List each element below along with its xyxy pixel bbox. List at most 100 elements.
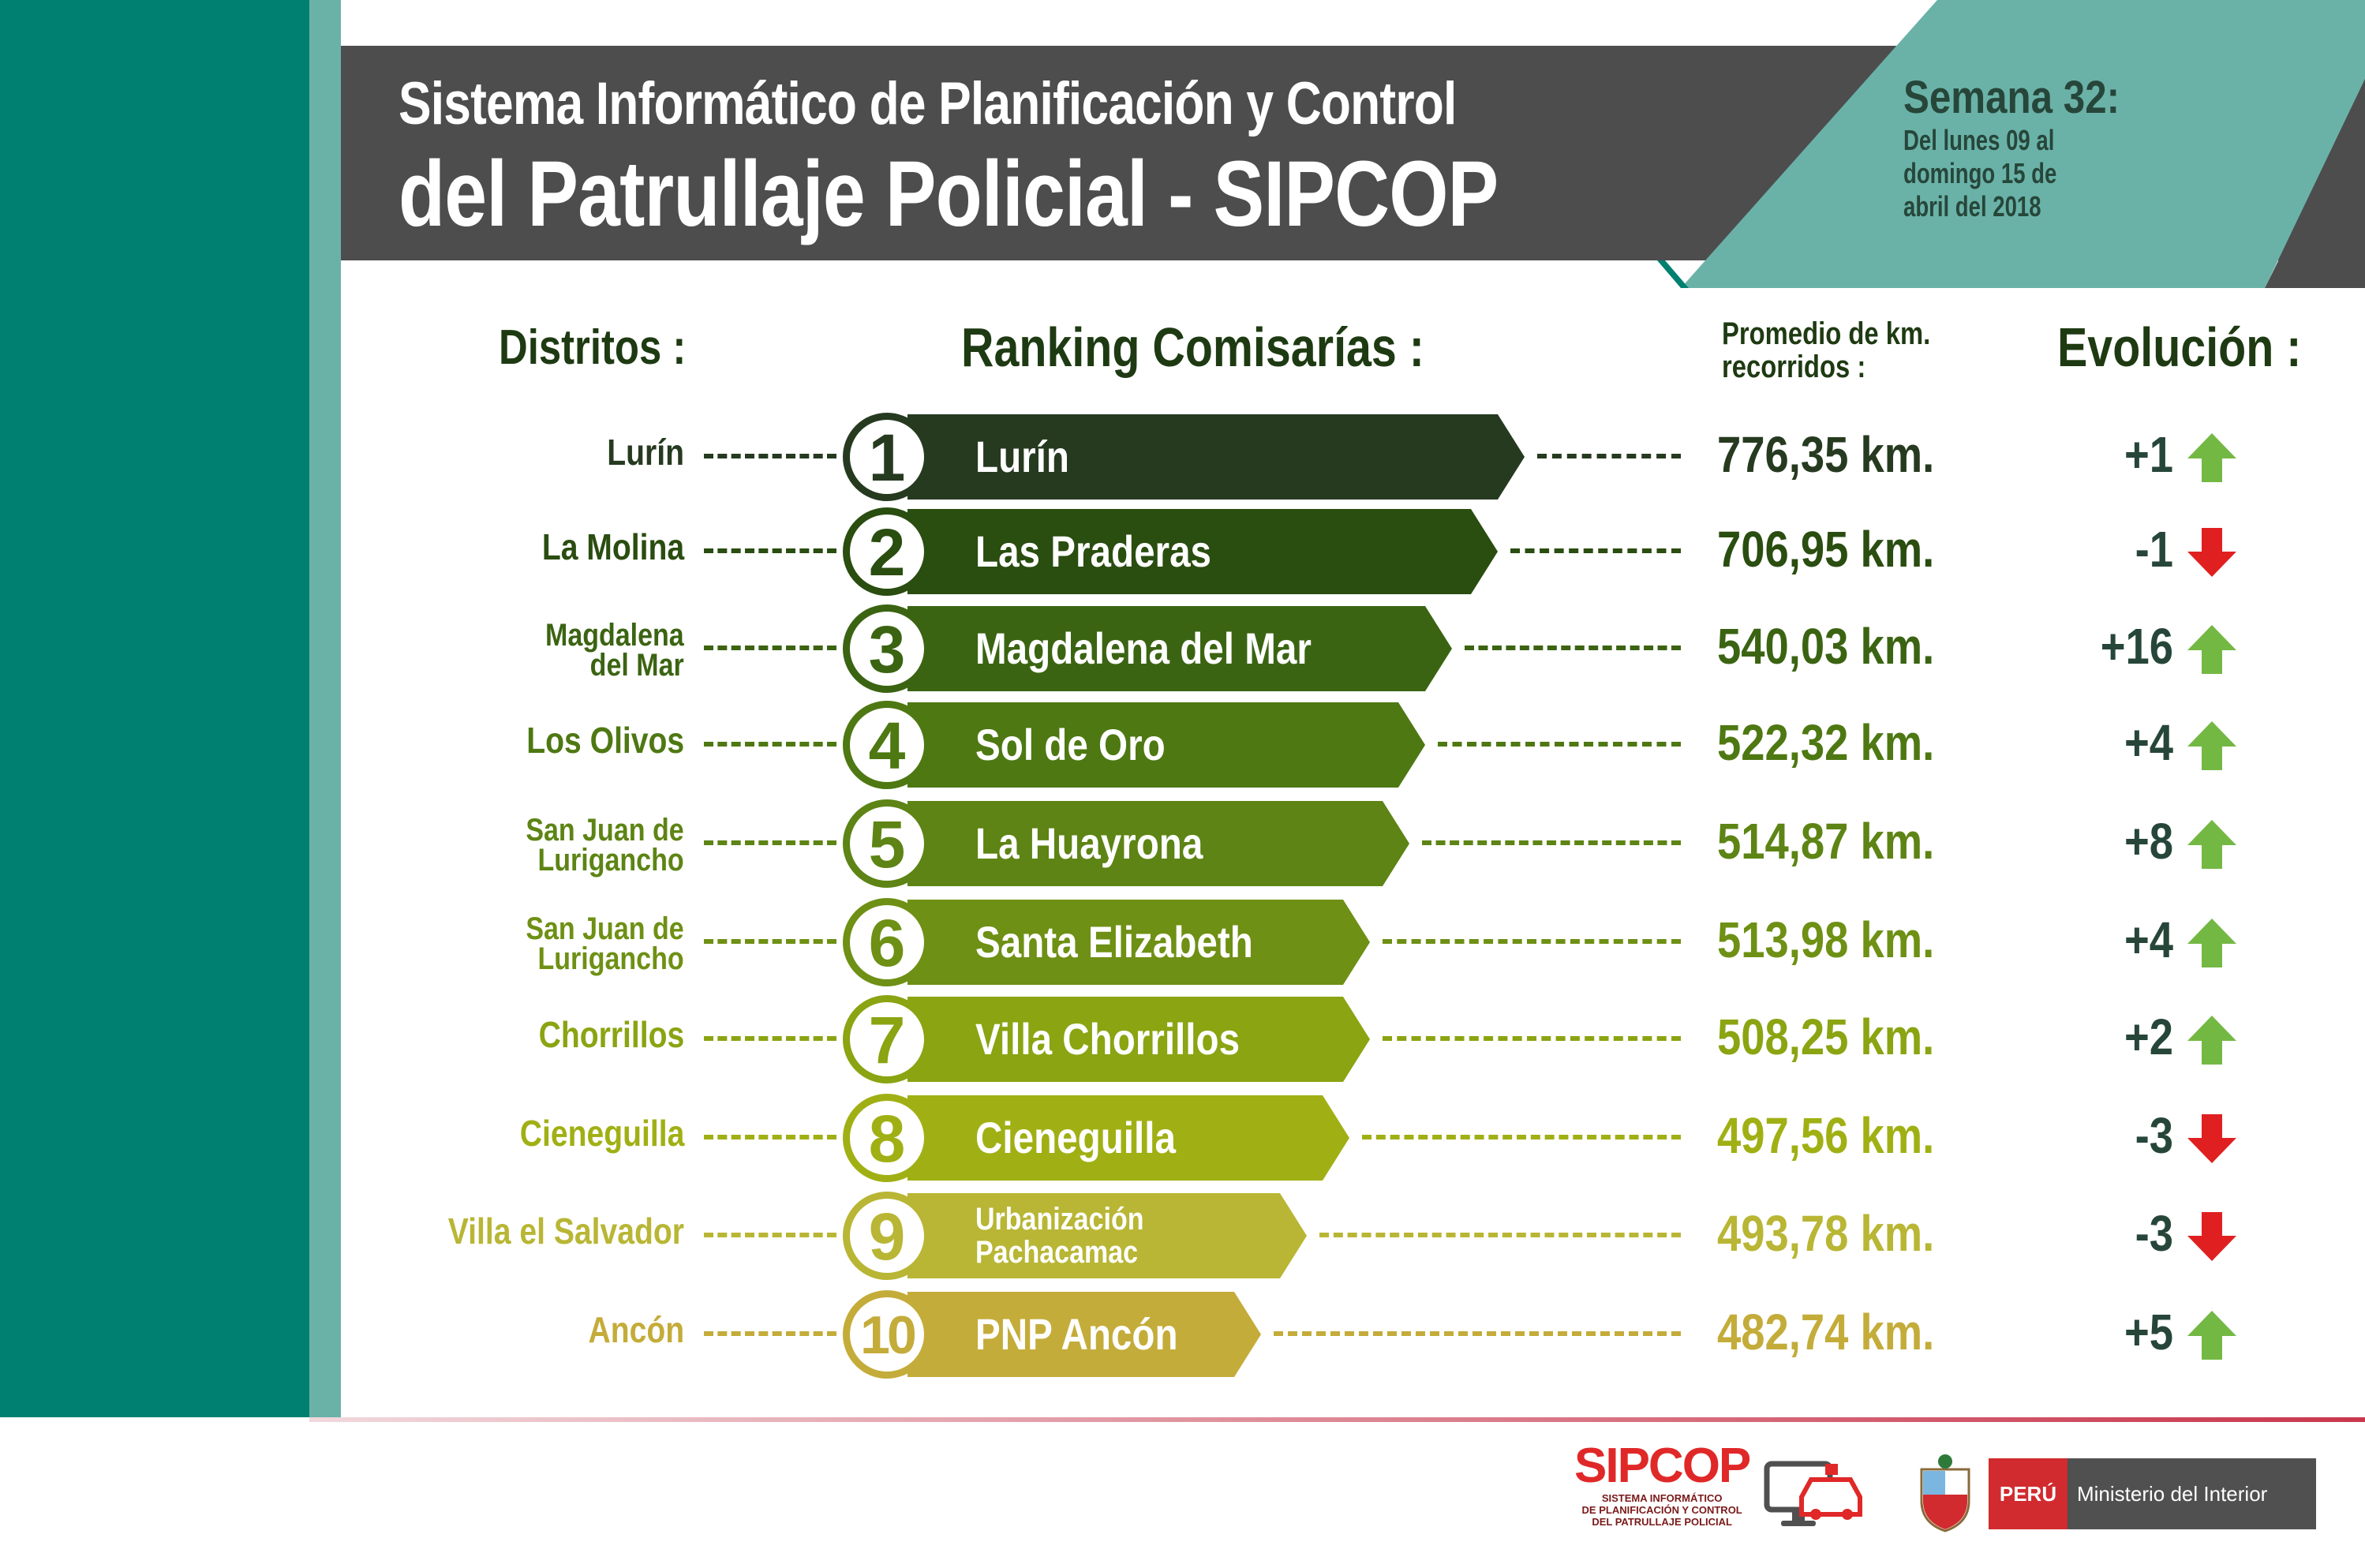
arrow-up-icon [2187,1311,2236,1360]
evolution-value: +8 [2124,813,2173,870]
km-connector [1383,1036,1681,1041]
km-value: 522,32 km. [1717,714,1935,771]
arrow-up-icon [2187,1016,2236,1065]
left-accent-stripe-light [309,0,341,1417]
arrow-up-icon [2187,721,2236,770]
km-connector [1465,646,1681,650]
km-connector [1383,939,1681,944]
rank-badge: 6 [843,898,931,986]
evolution-value: -3 [2135,1107,2173,1164]
sipcop-logo-sub-3: DEL PATRULLAJE POLICIAL [1592,1516,1732,1528]
rank-badge: 1 [843,413,931,501]
km-connector [1510,548,1681,553]
station-ribbon [907,606,1452,691]
evolution-value: +5 [2124,1304,2173,1360]
km-connector [1319,1233,1681,1237]
district-name: San Juan de Lurigancho [526,911,684,976]
week-range-3: abril del 2018 [1903,190,2041,223]
district-name: Lurín [607,432,684,473]
district-name-line: Villa el Salvador [447,1211,684,1252]
rank-badge: 4 [843,701,931,789]
arrow-up-icon [2187,433,2236,482]
station-name: Santa Elizabeth [975,900,1253,985]
district-name: Ancón [588,1309,684,1350]
station-name-line: Sol de Oro [975,720,1166,769]
district-name: Los Olivos [526,720,684,761]
station-name: Sol de Oro [975,702,1166,788]
district-connector [704,939,836,944]
station-ribbon [907,900,1370,985]
district-name: Chorrillos [538,1014,684,1055]
district-name-line: Lurigancho [537,941,684,976]
week-banner [1657,0,2365,288]
km-connector [1274,1331,1681,1336]
km-connector [1438,742,1681,747]
km-value: 513,98 km. [1717,911,1935,968]
station-ribbon [907,509,1498,594]
station-ribbon [907,414,1525,500]
peru-coat-of-arms-icon [1920,1454,1970,1532]
district-name-line: del Mar [589,648,684,683]
district-name-line: Lurín [607,432,684,473]
column-header-average-km: Promedio de km. recorridos : [1722,317,1930,384]
district-name: Magdalena del Mar [545,618,684,683]
station-name-line: La Huayrona [975,818,1203,868]
sipcop-logo-sub-2: DE PLANIFICACIÓN Y CONTROL [1581,1504,1742,1516]
evolution-value: +4 [2124,911,2173,968]
district-name-line: La Molina [541,526,684,567]
evolution-value: -1 [2135,521,2173,578]
rank-badge: 7 [843,995,931,1083]
arrow-down-icon [2187,528,2236,577]
week-number: Semana 32: [1903,72,2120,123]
district-connector [704,1233,836,1237]
km-connector [1362,1135,1681,1140]
evolution-value: +2 [2124,1009,2173,1065]
district-connector [704,454,836,458]
station-name: Lurín [975,414,1069,500]
district-name-line: San Juan de [526,911,684,946]
station-ribbon [907,801,1409,886]
district-name-line: Lurigancho [537,843,684,878]
station-ribbon [907,702,1425,788]
station-name: La Huayrona [975,801,1203,886]
station-name: Urbanización Pachacamac [975,1203,1143,1269]
km-value: 493,78 km. [1717,1205,1935,1262]
arrow-up-icon [2187,625,2236,674]
arrow-up-icon [2187,919,2236,967]
peru-label: PERÚ [1989,1458,2068,1529]
district-name-line: Ancón [588,1309,684,1350]
district-name-line: Los Olivos [526,720,684,761]
station-name: Magdalena del Mar [975,606,1312,691]
week-range-2: domingo 15 de [1903,157,2057,189]
km-connector [1422,840,1681,845]
average-km-label-1: Promedio de km. [1722,316,1931,351]
sipcop-logo: SIPCOP SISTEMA INFORMÁTICO DE PLANIFICAC… [1574,1440,1751,1529]
rank-badge: 8 [843,1094,931,1182]
station-name: Cieneguilla [975,1095,1176,1181]
column-header-districts: Distritos : [499,320,687,375]
arrow-up-icon [2187,820,2236,869]
district-name: Cieneguilla [519,1113,684,1154]
km-value: 514,87 km. [1717,813,1935,870]
district-name-line: Magdalena [545,618,684,653]
station-name-line: Las Praderas [975,526,1212,576]
district-name: Villa el Salvador [448,1211,684,1252]
rank-badge: 5 [843,799,931,888]
district-connector [704,1135,836,1140]
patrol-car-monitor-icon [1764,1461,1862,1526]
rank-badge: 2 [843,507,931,596]
station-name-line: Lurín [975,432,1069,481]
ministry-label: Ministerio del Interior [2068,1458,2316,1529]
station-ribbon [907,1292,1261,1377]
km-connector [1537,454,1681,458]
station-ribbon [907,1095,1349,1181]
evolution-value: +16 [2100,618,2173,675]
station-name-line: Pachacamac [975,1235,1139,1270]
rank-badge: 10 [843,1290,931,1379]
km-value: 706,95 km. [1717,521,1935,578]
column-header-ranking: Ranking Comisarías : [961,316,1424,378]
station-name-line: Villa Chorrillos [975,1014,1241,1064]
station-name-line: Santa Elizabeth [975,917,1253,967]
district-connector [704,1331,836,1336]
week-range-1: Del lunes 09 al [1903,124,2055,156]
